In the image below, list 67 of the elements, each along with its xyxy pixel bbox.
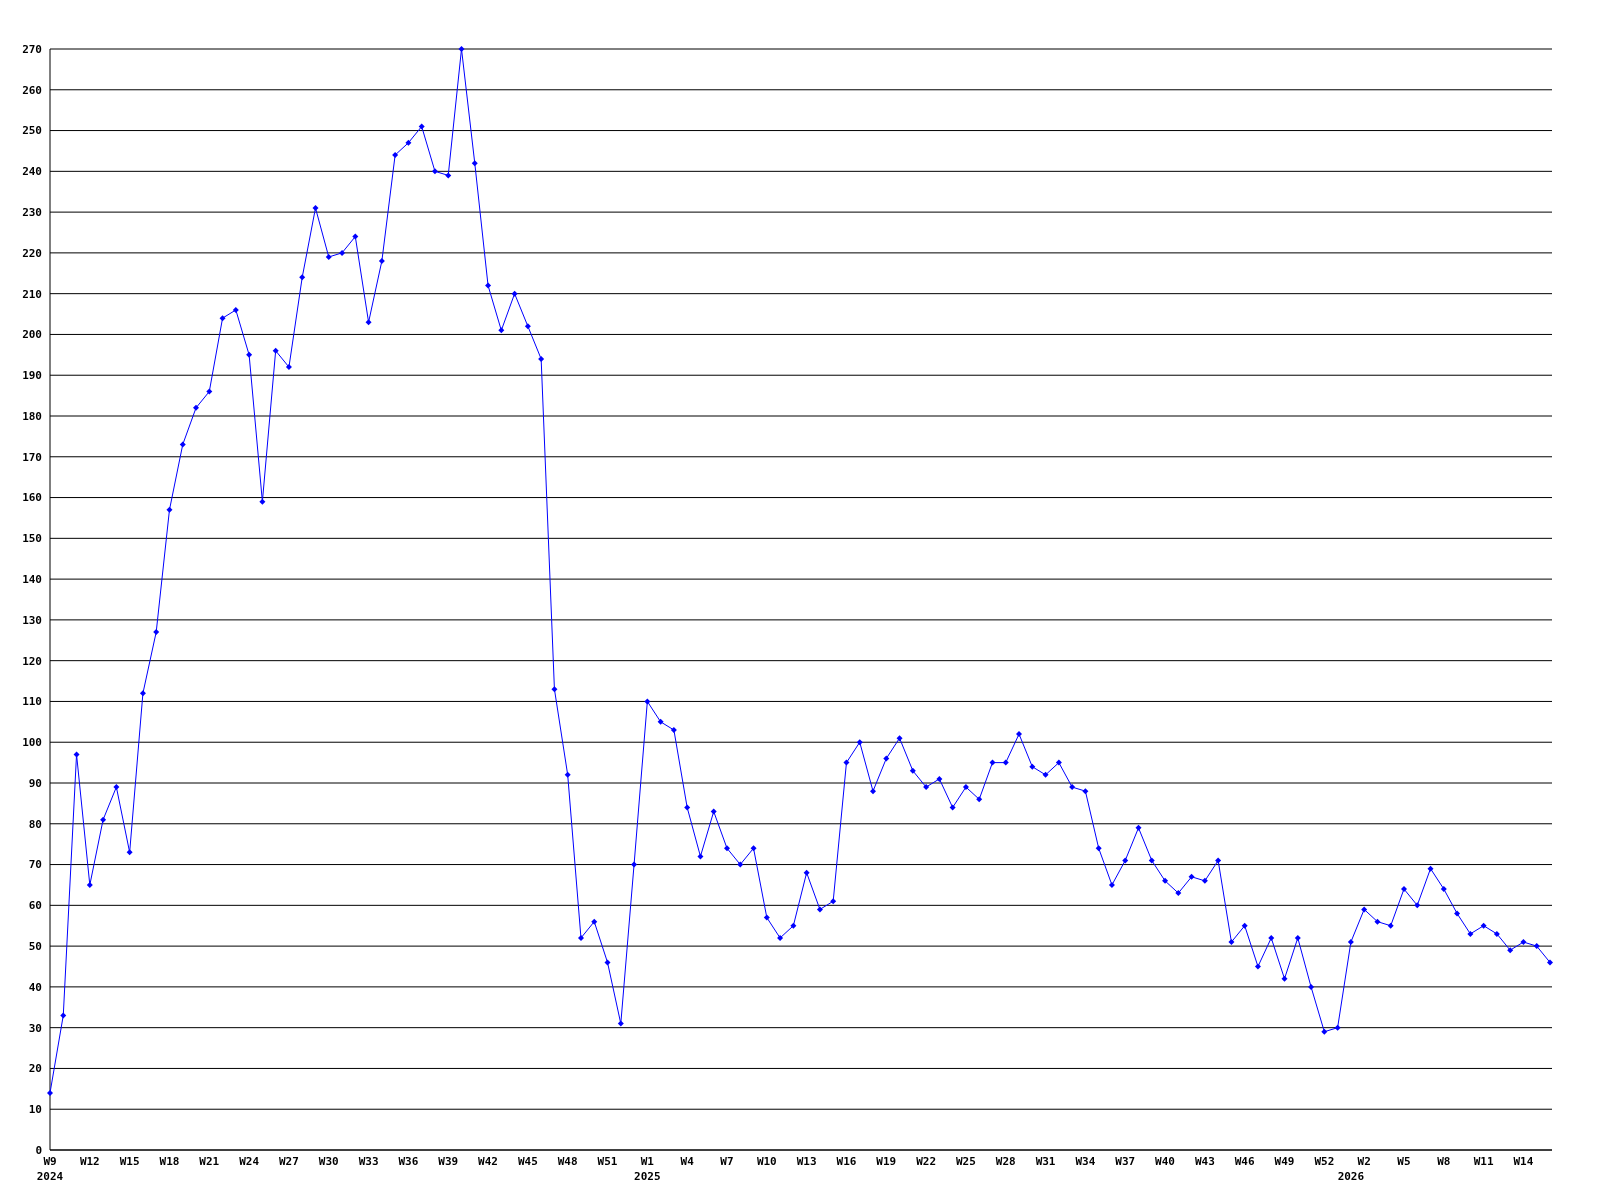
- y-tick-label: 140: [22, 572, 42, 586]
- x-tick-label: W18: [159, 1155, 180, 1168]
- y-tick-label: 170: [22, 450, 42, 464]
- y-tick-label: 60: [28, 899, 42, 913]
- x-tick-label: 2026: [1337, 1170, 1365, 1183]
- y-tick-label: 260: [22, 83, 42, 97]
- x-tick-label: W4: [680, 1155, 695, 1168]
- y-tick-label: 150: [22, 532, 42, 546]
- x-tick-label: W33: [358, 1155, 379, 1168]
- x-tick-label: W28: [995, 1155, 1016, 1168]
- x-tick-label: W24: [239, 1155, 260, 1168]
- x-tick-label: W12: [79, 1155, 100, 1168]
- x-tick-label: W11: [1473, 1155, 1494, 1168]
- x-tick-label: W40: [1155, 1155, 1175, 1168]
- x-tick-label: W7: [720, 1155, 734, 1168]
- x-tick-label: W36: [398, 1155, 419, 1168]
- y-tick-label: 40: [28, 980, 42, 994]
- x-tick-label: W49: [1274, 1155, 1295, 1168]
- y-tick-label: 120: [22, 654, 42, 668]
- y-tick-label: 240: [22, 165, 42, 179]
- x-tick-label: W31: [1035, 1155, 1056, 1168]
- x-tick-label: W25: [955, 1155, 976, 1168]
- y-tick-label: 180: [22, 409, 42, 423]
- x-tick-label: W37: [1115, 1155, 1136, 1168]
- x-tick-label: W2: [1357, 1155, 1371, 1168]
- x-tick-label: W10: [756, 1155, 777, 1168]
- x-tick-label: W22: [916, 1155, 937, 1168]
- x-tick-label: W48: [557, 1155, 578, 1168]
- y-tick-label: 270: [22, 42, 42, 56]
- y-tick-label: 210: [22, 287, 42, 301]
- x-tick-label: W43: [1194, 1155, 1215, 1168]
- y-tick-label: 160: [22, 491, 42, 505]
- y-tick-label: 10: [28, 1103, 42, 1117]
- x-tick-label: W9 2024: [36, 1155, 64, 1183]
- x-tick-label: W30: [318, 1155, 339, 1168]
- y-tick-label: 70: [28, 858, 42, 872]
- y-tick-label: 230: [22, 205, 42, 219]
- x-tick-label: W14: [1513, 1155, 1534, 1168]
- x-tick-label: W15: [119, 1155, 140, 1168]
- y-tick-label: 200: [22, 328, 42, 342]
- x-tick-label: W8: [1437, 1155, 1451, 1168]
- x-tick-label: W13: [796, 1155, 817, 1168]
- y-tick-label: 190: [22, 369, 42, 383]
- y-tick-label: 100: [22, 736, 42, 750]
- y-tick-label: 130: [22, 613, 42, 627]
- y-tick-label: 90: [28, 776, 42, 790]
- x-tick-label: W21: [199, 1155, 220, 1168]
- x-tick-label: W34: [1075, 1155, 1096, 1168]
- x-tick-label: W45: [517, 1155, 538, 1168]
- x-tick-label: W5: [1397, 1155, 1411, 1168]
- x-tick-label: W52: [1314, 1155, 1335, 1168]
- y-tick-label: 30: [28, 1021, 42, 1035]
- y-tick-label: 250: [22, 124, 42, 138]
- x-tick-label: W16: [836, 1155, 857, 1168]
- x-tick-label: W39: [438, 1155, 459, 1168]
- y-tick-label: 0: [35, 1143, 42, 1157]
- y-tick-label: 220: [22, 246, 42, 260]
- y-tick-label: 50: [28, 939, 42, 953]
- x-tick-label: W51: [597, 1155, 618, 1168]
- y-tick-label: 110: [22, 695, 42, 709]
- y-tick-label: 20: [28, 1062, 42, 1076]
- x-tick-label: W42: [478, 1155, 498, 1168]
- x-tick-label: W46: [1234, 1155, 1255, 1168]
- x-tick-label: W27: [279, 1155, 299, 1168]
- x-tick-label: W1 2025: [634, 1155, 661, 1183]
- x-tick-label: W19: [876, 1155, 897, 1168]
- y-tick-label: 80: [28, 817, 42, 831]
